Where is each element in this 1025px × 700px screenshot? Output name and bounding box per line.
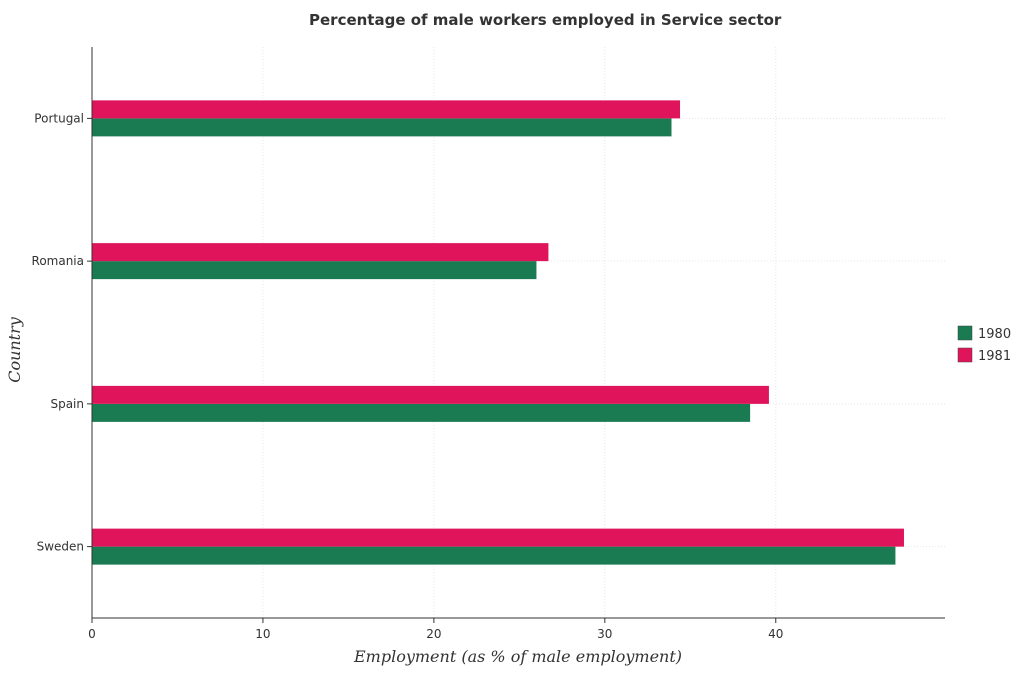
- bars: [92, 100, 904, 565]
- x-tick-label: 20: [426, 627, 441, 641]
- legend-swatch-1980: [957, 325, 973, 341]
- bar-1980-romania: [92, 261, 537, 280]
- y-tick-label: Romania: [32, 254, 84, 268]
- x-axis-label: Employment (as % of male employment): [353, 647, 682, 666]
- x-tick-label: 0: [88, 627, 96, 641]
- x-tick-label: 40: [768, 627, 783, 641]
- legend-swatch-1981: [957, 347, 973, 363]
- bar-1981-portugal: [92, 100, 681, 119]
- bar-1980-spain: [92, 403, 751, 422]
- bar-1981-romania: [92, 243, 549, 262]
- chart-title: Percentage of male workers employed in S…: [309, 11, 782, 29]
- legend-label-1981: 1981: [978, 349, 1011, 364]
- x-axis-ticks: 0 10 20 30 40: [88, 618, 783, 641]
- bar-1980-portugal: [92, 118, 672, 137]
- y-tick-label: Sweden: [37, 540, 84, 554]
- x-tick-label: 30: [597, 627, 612, 641]
- y-tick-label: Portugal: [34, 111, 84, 125]
- bar-1980-sweden: [92, 546, 896, 565]
- plot-background: [92, 47, 945, 618]
- bar-1981-spain: [92, 385, 769, 404]
- y-axis-ticks: Portugal Romania Spain Sweden: [32, 111, 92, 554]
- x-tick-label: 10: [255, 627, 270, 641]
- plot-border: [91, 47, 945, 619]
- y-tick-label: Spain: [50, 397, 84, 411]
- y-axis-label: Country: [5, 316, 24, 383]
- plot-area: [91, 47, 945, 619]
- bar-1981-sweden: [92, 528, 904, 547]
- legend: 1980 1981: [957, 325, 1011, 364]
- legend-label-1980: 1980: [978, 327, 1011, 342]
